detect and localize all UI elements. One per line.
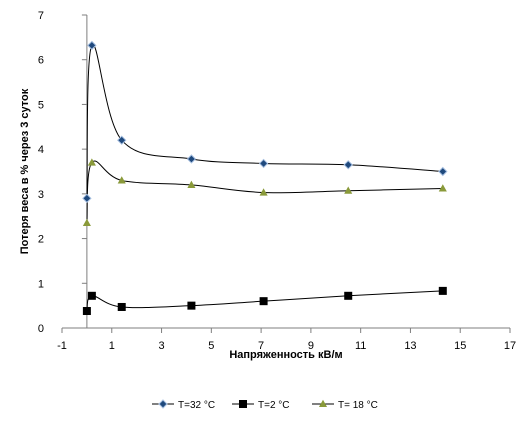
series-points <box>82 40 448 316</box>
y-tick-label: 6 <box>38 55 44 67</box>
data-point <box>438 166 448 177</box>
y-tick-label: 4 <box>38 144 44 156</box>
data-point <box>117 176 126 184</box>
y-tick-label: 0 <box>38 323 44 335</box>
y-axis-title: Потеря веса в % через 3 суток <box>19 88 31 254</box>
legend-marker <box>318 399 328 408</box>
legend: T=32 °C T=2 °C T= 18 °C <box>152 399 378 411</box>
x-tick-label: 11 <box>355 340 366 352</box>
y-tick-label: 3 <box>38 189 44 201</box>
data-point <box>438 184 447 192</box>
data-point <box>259 188 268 196</box>
legend-marker <box>239 400 247 408</box>
legend-label: T= 18 °C <box>338 400 378 411</box>
data-point <box>82 307 91 316</box>
data-point <box>343 160 353 170</box>
legend-label: T=32 °C <box>178 400 215 411</box>
data-point <box>82 218 91 226</box>
y-tick-label: 1 <box>38 278 44 290</box>
x-axis-title: Напряженность кВ/м <box>229 349 342 361</box>
data-point <box>82 193 92 204</box>
data-point <box>344 291 353 300</box>
data-point <box>117 302 126 311</box>
x-tick-label: 7 <box>258 340 264 352</box>
data-point <box>187 301 196 310</box>
data-point <box>117 135 127 145</box>
data-point <box>438 286 447 295</box>
data-point <box>187 180 196 188</box>
x-tick-label: 13 <box>404 340 416 352</box>
data-point <box>87 158 96 166</box>
y-tick-label: 2 <box>38 234 44 246</box>
x-tick-label: 3 <box>158 340 164 352</box>
x-tick-label: 1 <box>109 340 115 352</box>
x-tick-label: -1 <box>57 340 67 352</box>
data-point <box>259 297 268 306</box>
data-point <box>87 291 96 300</box>
x-tick-label: 17 <box>504 340 516 352</box>
data-point <box>87 40 97 51</box>
x-tick-label: 9 <box>308 340 314 352</box>
data-point <box>258 158 269 169</box>
y-tick-label: 5 <box>38 99 44 111</box>
x-tick-label: 15 <box>454 340 466 352</box>
y-tick-label: 7 <box>38 10 44 22</box>
data-point <box>186 154 197 164</box>
legend-label: T=2 °C <box>258 400 290 411</box>
data-point <box>344 186 353 194</box>
legend-marker <box>158 399 168 409</box>
x-tick-label: 5 <box>208 340 214 352</box>
